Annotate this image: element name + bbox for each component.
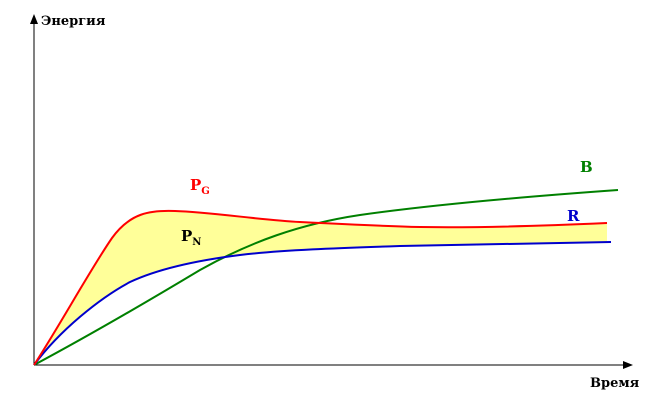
label-pg: PG xyxy=(190,176,210,197)
label-pg-letter: P xyxy=(190,176,201,194)
x-axis-arrow xyxy=(623,361,633,369)
y-axis-arrow xyxy=(30,14,38,24)
label-pn-letter: P xyxy=(181,227,192,245)
label-pn: PN xyxy=(181,227,201,248)
y-axis-label: Энергия xyxy=(41,14,106,29)
label-pg-sub: G xyxy=(201,186,210,197)
curve-b xyxy=(33,189,619,366)
x-axis-label: Время xyxy=(590,376,640,391)
curve-pg xyxy=(33,209,608,366)
pn-shaded-region xyxy=(34,210,607,365)
label-r: R xyxy=(567,207,580,225)
label-b: B xyxy=(580,158,593,176)
curve-r xyxy=(33,241,612,366)
label-pn-sub: N xyxy=(192,237,201,248)
